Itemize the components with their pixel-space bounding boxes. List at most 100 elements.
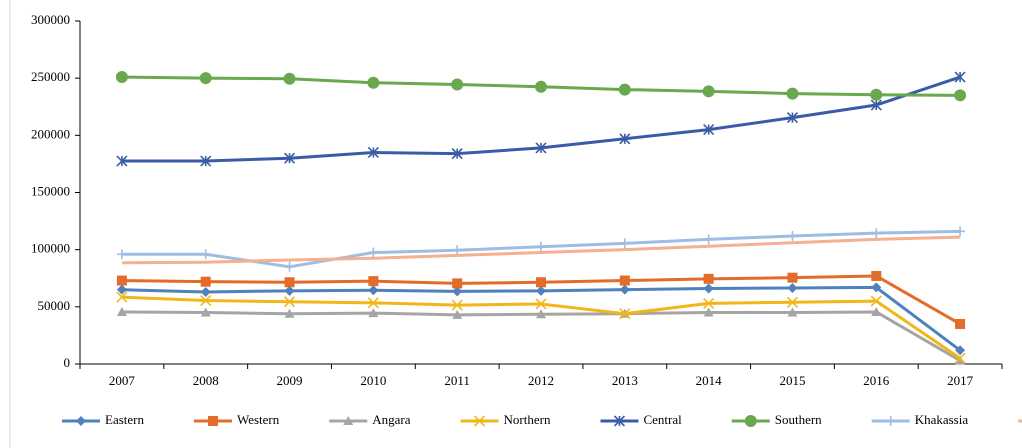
- legend-label: Eastern: [105, 412, 144, 427]
- data-point-shape: [787, 282, 798, 293]
- data-point-shape: [619, 275, 630, 286]
- data-point-stroke: [451, 299, 463, 311]
- data-point: [703, 283, 714, 294]
- data-point: [368, 247, 379, 258]
- data-point-shape: [618, 83, 631, 96]
- data-point: [787, 307, 798, 317]
- x-tick-label: 2010: [360, 373, 386, 388]
- data-point: [116, 306, 127, 316]
- data-point-stroke: [200, 294, 212, 307]
- data-point: [367, 146, 379, 159]
- data-point: [703, 124, 715, 136]
- data-point: [619, 284, 630, 295]
- legend-label: Angara: [372, 412, 410, 427]
- legend-marker: [76, 416, 86, 426]
- data-point-shape: [284, 277, 295, 288]
- data-point: [619, 275, 630, 286]
- data-point-shape: [283, 72, 296, 85]
- data-point-shape: [619, 284, 630, 295]
- data-point: [200, 307, 211, 317]
- data-point-stroke: [870, 295, 882, 307]
- data-point: [115, 71, 128, 84]
- data-point: [871, 282, 882, 293]
- data-point: [116, 291, 128, 303]
- legend-marker-shape: [76, 416, 86, 426]
- legend-marker: [885, 416, 896, 426]
- data-point-shape: [367, 76, 380, 89]
- legend-marker: [744, 415, 757, 427]
- y-tick-label: 200000: [31, 126, 70, 141]
- legend-marker-shape: [744, 415, 757, 427]
- y-tick-label: 50000: [38, 298, 71, 313]
- legend-label: Western: [237, 412, 280, 427]
- data-point: [451, 299, 463, 311]
- data-point: [200, 294, 212, 307]
- series-line: [121, 310, 961, 362]
- data-point-shape: [870, 88, 883, 101]
- data-point: [787, 272, 798, 283]
- legend-marker-shape: [207, 416, 218, 426]
- x-tick-label: 2016: [863, 373, 890, 388]
- data-point: [367, 76, 380, 89]
- data-point-shape: [284, 285, 295, 296]
- series-line: [121, 285, 961, 352]
- data-point-shape: [703, 283, 714, 294]
- data-point: [619, 238, 630, 249]
- data-point-shape: [200, 276, 211, 287]
- data-point: [116, 284, 127, 295]
- data-point-shape: [200, 286, 211, 297]
- data-point-shape: [368, 276, 379, 287]
- data-point-stroke: [703, 297, 715, 309]
- data-point: [199, 72, 212, 85]
- legend-label: Central: [643, 412, 682, 427]
- data-point: [955, 345, 966, 356]
- data-point: [368, 308, 379, 318]
- data-point-shape: [702, 85, 715, 98]
- data-point: [368, 285, 379, 296]
- data-point-shape: [368, 285, 379, 296]
- data-point: [954, 71, 966, 83]
- x-tick-label: 2012: [528, 373, 554, 388]
- data-point-shape: [452, 278, 463, 289]
- data-point: [283, 296, 296, 308]
- data-point: [536, 241, 546, 252]
- data-point: [452, 286, 463, 297]
- data-point: [116, 249, 127, 260]
- data-point-shape: [115, 71, 128, 84]
- x-tick-label: 2009: [277, 373, 303, 388]
- data-point: [283, 72, 296, 85]
- x-tick-label: 2014: [696, 373, 723, 388]
- data-point: [284, 277, 295, 288]
- data-point-shape: [116, 306, 127, 316]
- data-point: [200, 249, 211, 260]
- legend-label: Northern: [504, 412, 551, 427]
- data-point: [619, 133, 631, 145]
- data-point: [284, 285, 295, 296]
- data-point-shape: [703, 273, 714, 284]
- data-point: [618, 83, 631, 96]
- data-point: [452, 309, 463, 319]
- y-tick-label: 0: [64, 355, 71, 370]
- data-point: [200, 286, 211, 297]
- data-point: [536, 309, 546, 319]
- legend-label: Khakassia: [915, 412, 969, 427]
- y-tick-label: 300000: [31, 12, 70, 27]
- data-point: [367, 297, 379, 309]
- legend-marker-stroke: [473, 415, 486, 427]
- data-point-shape: [116, 284, 127, 295]
- x-tick-label: 2008: [193, 373, 219, 388]
- data-point: [786, 296, 799, 308]
- data-point: [703, 297, 715, 309]
- data-point-stroke: [116, 291, 128, 303]
- y-tick-label: 100000: [31, 241, 70, 256]
- data-point-shape: [871, 282, 882, 293]
- data-point-shape: [116, 275, 127, 286]
- data-point: [955, 226, 966, 237]
- data-point: [116, 155, 128, 167]
- data-point-shape: [787, 272, 798, 283]
- data-point: [870, 295, 882, 307]
- legend-marker: [207, 416, 218, 426]
- data-point-shape: [955, 318, 966, 329]
